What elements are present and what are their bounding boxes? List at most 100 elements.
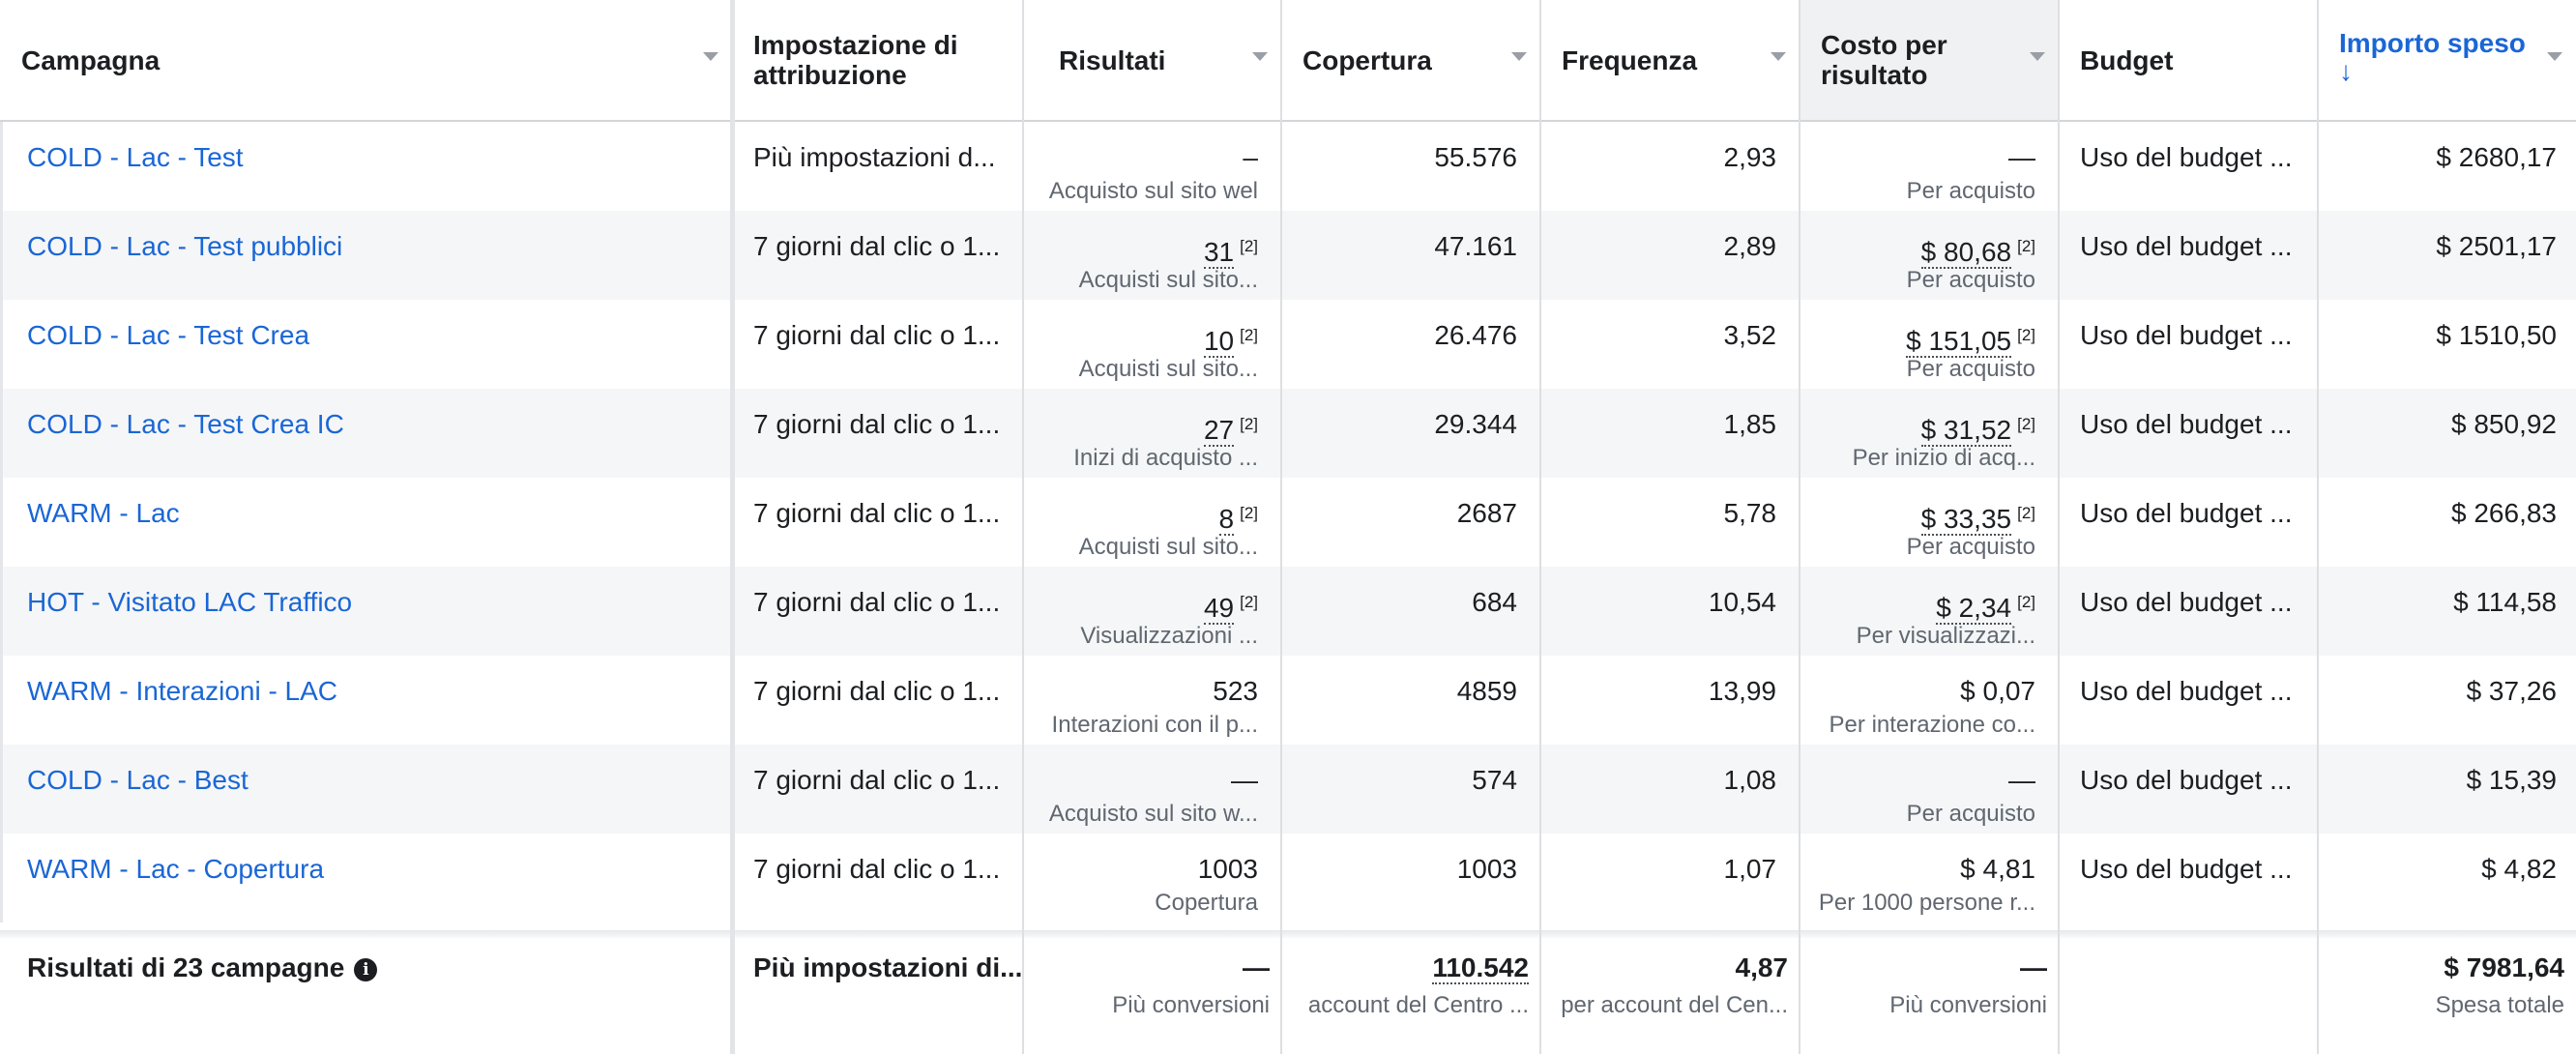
totals-reach-wrap: 110.542 xyxy=(1432,952,1529,984)
cost-value[interactable]: $ 0,07 xyxy=(1960,676,2035,706)
caret-down-icon[interactable] xyxy=(2030,52,2045,61)
budget-cell: Uso del budget ... xyxy=(2059,567,2318,656)
cost-value[interactable]: $ 4,81 xyxy=(1960,854,2035,884)
table-row[interactable]: COLD - Lac - Test Crea 7 giorni dal clic … xyxy=(0,300,2576,389)
attribution-setting[interactable]: 7 giorni dal clic o 1... xyxy=(753,498,1001,528)
column-header-reach[interactable]: Copertura xyxy=(1281,0,1540,120)
cost-type: Per acquisto xyxy=(1906,178,2035,204)
frequency-cell: 3,52 xyxy=(1540,300,1800,389)
column-divider[interactable] xyxy=(1539,0,1541,1054)
campaign-name-link[interactable]: COLD - Lac - Best xyxy=(27,765,249,795)
cost-value[interactable]: $ 151,05 xyxy=(1906,326,2012,359)
cost-value[interactable]: — xyxy=(2008,765,2035,795)
results-cell: 523 Interazioni con il p... xyxy=(1022,656,1281,745)
results-footnote[interactable]: [2] xyxy=(1240,326,1258,344)
column-divider-frozen[interactable] xyxy=(730,0,735,1054)
cost-value[interactable]: $ 80,68 xyxy=(1920,237,2012,270)
reach-value: 29.344 xyxy=(1434,409,1517,439)
results-value[interactable]: 523 xyxy=(1213,676,1258,706)
cost-footnote[interactable]: [2] xyxy=(2017,593,2035,611)
table-row[interactable]: HOT - Visitato LAC Traffico 7 giorni dal … xyxy=(0,567,2576,656)
attribution-setting[interactable]: Più impostazioni d... xyxy=(753,142,996,172)
totals-reach[interactable]: 110.542 xyxy=(1432,952,1529,984)
column-divider[interactable] xyxy=(1799,0,1800,1054)
results-footnote[interactable]: [2] xyxy=(1240,593,1258,611)
results-footnote[interactable]: [2] xyxy=(1240,237,1258,255)
info-icon[interactable]: i xyxy=(354,957,378,981)
budget-value[interactable]: Uso del budget ... xyxy=(2080,231,2293,261)
reach-cell: 684 xyxy=(1281,567,1540,656)
budget-value[interactable]: Uso del budget ... xyxy=(2080,676,2293,706)
campaign-name-link[interactable]: WARM - Lac - Copertura xyxy=(27,854,325,884)
cost-value[interactable]: $ 2,34 xyxy=(1936,593,2012,626)
table-row[interactable]: COLD - Lac - Test Crea IC 7 giorni dal cl… xyxy=(0,389,2576,478)
cost-footnote[interactable]: [2] xyxy=(2017,326,2035,344)
campaign-name-link[interactable]: WARM - Lac xyxy=(27,498,180,528)
column-divider[interactable] xyxy=(1022,0,1024,1054)
campaign-name-link[interactable]: COLD - Lac - Test Crea xyxy=(27,320,310,350)
results-value[interactable]: 27 xyxy=(1203,415,1235,448)
caret-down-icon[interactable] xyxy=(1252,52,1268,61)
cost-footnote[interactable]: [2] xyxy=(2017,237,2035,255)
cost-per-result-cell: $ 4,81 Per 1000 persone r... xyxy=(1800,834,2059,922)
campaign-name-link[interactable]: COLD - Lac - Test pubblici xyxy=(27,231,343,261)
cost-value[interactable]: $ 31,52 xyxy=(1920,415,2012,448)
table-row[interactable]: COLD - Lac - Test pubblici 7 giorni dal c… xyxy=(0,211,2576,300)
campaign-cell: WARM - Interazioni - LAC xyxy=(0,656,732,745)
cost-value[interactable]: — xyxy=(2008,142,2035,172)
attribution-setting[interactable]: 7 giorni dal clic o 1... xyxy=(753,765,1001,795)
caret-down-icon[interactable] xyxy=(1511,52,1527,61)
results-value[interactable]: 1003 xyxy=(1197,854,1258,884)
column-header-cost-per-result[interactable]: Costo per risultato xyxy=(1800,0,2059,120)
budget-value[interactable]: Uso del budget ... xyxy=(2080,409,2293,439)
column-divider[interactable] xyxy=(1280,0,1282,1054)
results-value[interactable]: – xyxy=(1243,142,1258,172)
budget-value[interactable]: Uso del budget ... xyxy=(2080,765,2293,795)
campaign-name-link[interactable]: WARM - Interazioni - LAC xyxy=(27,676,338,706)
column-divider[interactable] xyxy=(2058,0,2060,1054)
column-header-campaign[interactable]: Campagna xyxy=(0,0,732,120)
budget-value[interactable]: Uso del budget ... xyxy=(2080,320,2293,350)
caret-down-icon[interactable] xyxy=(1771,52,1786,61)
column-header-budget[interactable]: Budget xyxy=(2059,0,2318,120)
caret-down-icon[interactable] xyxy=(703,52,718,61)
column-divider[interactable] xyxy=(2317,0,2319,1054)
cost-value[interactable]: $ 33,35 xyxy=(1920,504,2012,537)
campaign-name-link[interactable]: COLD - Lac - Test xyxy=(27,142,244,172)
attribution-setting[interactable]: 7 giorni dal clic o 1... xyxy=(753,854,1001,884)
attribution-setting[interactable]: 7 giorni dal clic o 1... xyxy=(753,587,1001,617)
results-value[interactable]: — xyxy=(1231,765,1258,795)
results-value[interactable]: 31 xyxy=(1203,237,1235,270)
caret-down-icon[interactable] xyxy=(2547,52,2562,61)
row-indicator xyxy=(0,567,3,656)
results-value[interactable]: 8 xyxy=(1218,504,1235,537)
budget-value[interactable]: Uso del budget ... xyxy=(2080,142,2293,172)
table-row[interactable]: WARM - Lac 7 giorni dal clic o 1... 8 [2] Ac… xyxy=(0,478,2576,567)
attribution-setting[interactable]: 7 giorni dal clic o 1... xyxy=(753,409,1001,439)
column-header-amount-spent[interactable]: Importo speso ↓ xyxy=(2318,0,2576,120)
column-header-frequency[interactable]: Frequenza xyxy=(1540,0,1800,120)
table-row[interactable]: WARM - Interazioni - LAC 7 giorni dal cli… xyxy=(0,656,2576,745)
table-row[interactable]: WARM - Lac - Copertura 7 giorni dal clic … xyxy=(0,834,2576,922)
column-header-attribution[interactable]: Impostazione di attribuzione xyxy=(732,0,1022,120)
results-footnote[interactable]: [2] xyxy=(1240,415,1258,433)
budget-value[interactable]: Uso del budget ... xyxy=(2080,587,2293,617)
reach-value: 1003 xyxy=(1456,854,1517,884)
amount-spent-cell: $ 850,92 xyxy=(2318,389,2576,478)
sort-arrow-down-icon[interactable]: ↓ xyxy=(2339,55,2353,86)
results-value[interactable]: 49 xyxy=(1203,593,1235,626)
campaign-name-link[interactable]: HOT - Visitato LAC Traffico xyxy=(27,587,353,617)
table-row[interactable]: COLD - Lac - Test Più impostazioni d... – A… xyxy=(0,122,2576,211)
attribution-setting[interactable]: 7 giorni dal clic o 1... xyxy=(753,676,1001,706)
results-footnote[interactable]: [2] xyxy=(1240,504,1258,522)
table-row[interactable]: COLD - Lac - Best 7 giorni dal clic o 1..… xyxy=(0,745,2576,834)
column-header-results[interactable]: Risultati xyxy=(1022,0,1281,120)
budget-value[interactable]: Uso del budget ... xyxy=(2080,854,2293,884)
cost-footnote[interactable]: [2] xyxy=(2017,415,2035,433)
campaign-name-link[interactable]: COLD - Lac - Test Crea IC xyxy=(27,409,344,439)
attribution-setting[interactable]: 7 giorni dal clic o 1... xyxy=(753,320,1001,350)
budget-value[interactable]: Uso del budget ... xyxy=(2080,498,2293,528)
attribution-setting[interactable]: 7 giorni dal clic o 1... xyxy=(753,231,1001,261)
results-value[interactable]: 10 xyxy=(1203,326,1235,359)
cost-footnote[interactable]: [2] xyxy=(2017,504,2035,522)
